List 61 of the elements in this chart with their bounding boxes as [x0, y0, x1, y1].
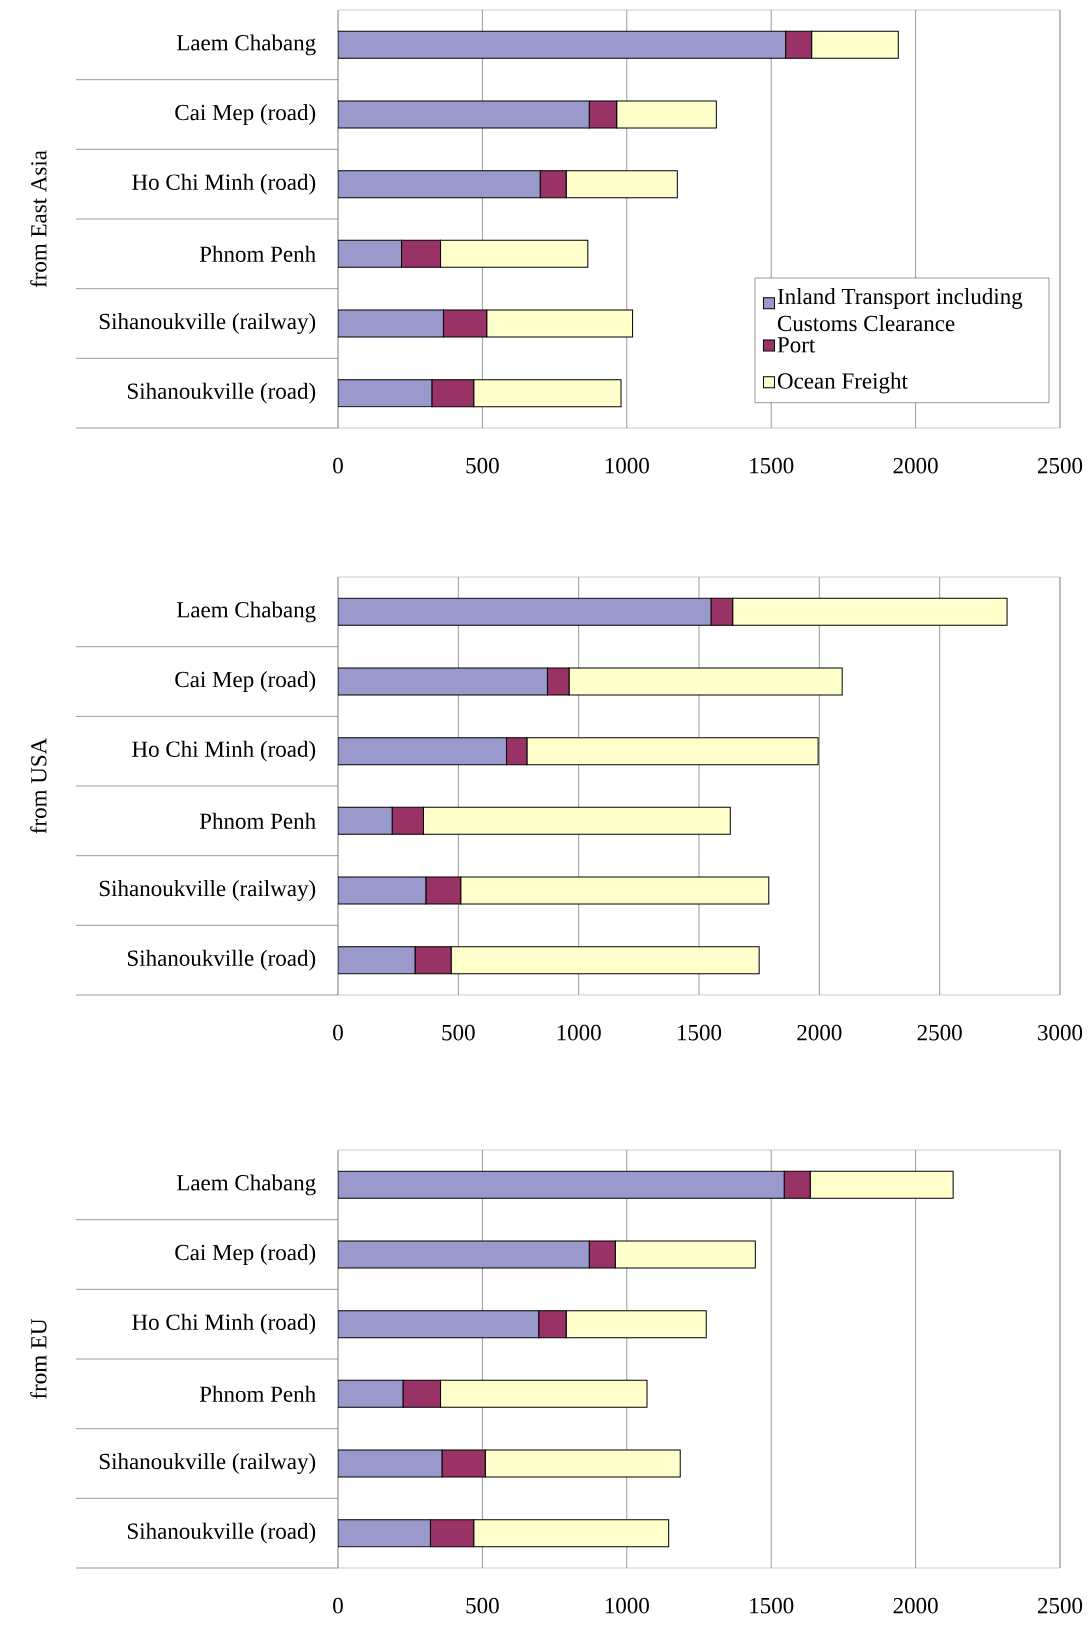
bar: [338, 239, 403, 268]
bar: [338, 876, 427, 905]
y-tick-label: Sihanoukville (road): [127, 382, 316, 404]
legend-label: Port: [777, 337, 816, 353]
y-tick-label: Phnom Penh: [199, 1385, 316, 1402]
y-tick-label: Sihanoukville (road): [127, 949, 316, 971]
y-axis-title: from East Asia: [30, 150, 47, 288]
bar: [338, 1310, 540, 1339]
bar: [338, 737, 507, 766]
bar: [338, 597, 712, 626]
bar: [338, 309, 444, 338]
bar: [338, 1449, 443, 1478]
x-tick-label: 2000: [893, 1597, 938, 1614]
y-tick-label: Ho Chi Minh (road): [132, 173, 316, 195]
bar: [338, 170, 541, 199]
x-tick-label: 1500: [750, 1597, 794, 1614]
y-tick-label: Cai Mep (road): [175, 671, 316, 692]
x-tick-label: 2500: [917, 1024, 962, 1041]
y-axis-title: from EU: [30, 1318, 47, 1399]
bar: [338, 1379, 404, 1408]
x-tick-label: 1000: [605, 1597, 649, 1614]
x-tick-label: 2000: [797, 1024, 842, 1041]
bar: [338, 1240, 590, 1269]
bar: [338, 667, 548, 696]
bar: [338, 1170, 785, 1199]
y-tick-label: Ho Chi Minh (road): [132, 1313, 316, 1335]
x-tick-label: 0: [333, 457, 343, 474]
x-tick-label: 1000: [605, 457, 649, 474]
x-tick-label: 3000: [1038, 1024, 1083, 1041]
bar: [338, 1519, 431, 1548]
y-tick-label: Sihanoukville (railway): [99, 880, 316, 901]
bar: [338, 30, 787, 59]
y-tick-label: Sihanoukville (road): [127, 1522, 316, 1544]
y-tick-label: Laem Chabang: [176, 34, 316, 56]
y-tick-label: Phnom Penh: [199, 245, 316, 262]
y-tick-label: Phnom Penh: [199, 812, 316, 829]
x-tick-label: 2500: [1038, 1597, 1083, 1614]
x-tick-label: 2500: [1038, 457, 1083, 474]
y-axis-title: from USA: [30, 737, 47, 834]
legend-label: Inland Transport including Customs Clearance: [777, 288, 1023, 332]
x-tick-label: 1500: [678, 1024, 722, 1041]
x-tick-label: 0: [333, 1597, 343, 1614]
y-tick-label: Sihanoukville (railway): [99, 313, 316, 334]
legend-label: Ocean Freight: [777, 372, 908, 394]
bar: [338, 379, 433, 408]
x-tick-label: 500: [466, 457, 499, 474]
bar: [338, 100, 590, 129]
bar: [338, 946, 416, 975]
y-tick-label: Cai Mep (road): [175, 1244, 316, 1265]
y-tick-label: Sihanoukville (railway): [99, 1453, 316, 1474]
x-tick-label: 2000: [893, 457, 938, 474]
y-tick-label: Laem Chabang: [176, 1174, 316, 1196]
x-tick-label: 500: [466, 1597, 499, 1614]
x-tick-label: 1500: [750, 457, 794, 474]
x-tick-label: 0: [333, 1024, 343, 1041]
y-tick-label: Cai Mep (road): [175, 104, 316, 125]
y-tick-label: Laem Chabang: [176, 601, 316, 623]
x-tick-label: 1000: [557, 1024, 601, 1041]
bar: [338, 806, 393, 835]
x-tick-label: 500: [442, 1024, 475, 1041]
y-tick-label: Ho Chi Minh (road): [132, 740, 316, 762]
